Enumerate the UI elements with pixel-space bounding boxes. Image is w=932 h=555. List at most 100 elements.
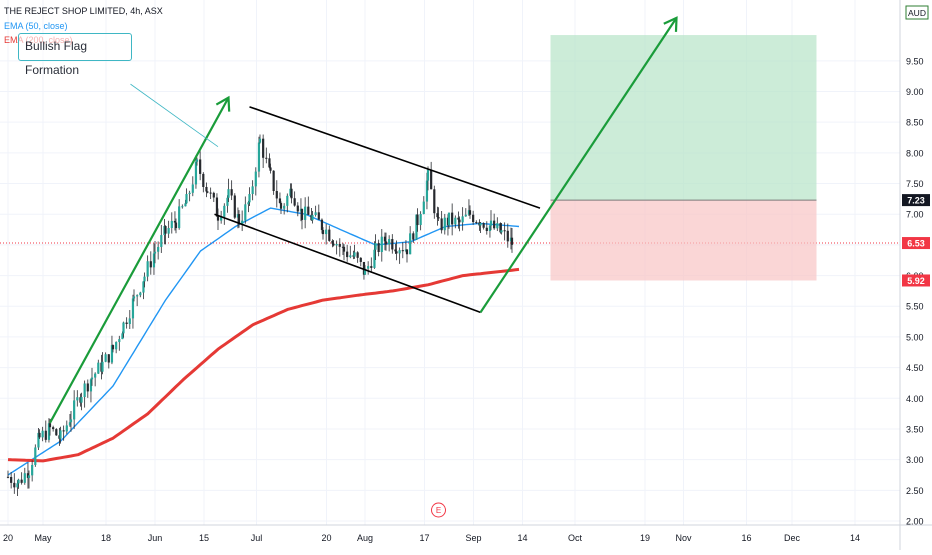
candle-body: [160, 235, 163, 247]
y-tick-label: 5.00: [906, 332, 924, 342]
candle-body: [185, 194, 188, 204]
candle-body: [244, 204, 247, 221]
candle-body: [416, 214, 419, 226]
candle-body: [132, 296, 136, 299]
x-tick-label: Dec: [784, 533, 801, 543]
candle-body: [395, 251, 398, 254]
candle-body: [451, 212, 454, 225]
x-tick-label: 16: [741, 533, 751, 543]
candle-body: [468, 210, 472, 215]
candle-body: [223, 205, 226, 217]
entry-price-tag: [902, 194, 930, 207]
candle-body: [80, 397, 83, 403]
candle-body: [506, 230, 509, 242]
candle-body: [178, 206, 181, 229]
candle-body: [125, 322, 128, 325]
y-tick-label: 2.00: [906, 517, 924, 527]
candle-body: [237, 214, 241, 225]
candle-body: [373, 249, 376, 268]
candle-body: [489, 220, 493, 226]
candle-body: [307, 206, 310, 215]
ema-fast-legend: EMA (50, close): [4, 21, 68, 31]
candle-body: [367, 266, 370, 269]
x-tick-label: 20: [3, 533, 13, 543]
candle-body: [191, 184, 194, 193]
y-tick-label: 3.50: [906, 424, 924, 434]
candle-body: [394, 249, 397, 252]
candle-body: [59, 430, 62, 439]
bullish-flag-callout[interactable]: Bullish Flag Formation: [18, 33, 132, 77]
candle-body: [205, 186, 208, 192]
candle-body: [65, 425, 68, 432]
candle-body: [23, 473, 26, 483]
candle-body: [328, 229, 331, 241]
candle-body: [27, 475, 31, 478]
ema-slow-line: [7, 267, 520, 463]
candle-body: [293, 198, 296, 206]
candle-body: [62, 430, 65, 432]
breakout-arrow-head: [663, 16, 678, 32]
stop-price-tag: [902, 274, 930, 287]
pole-arrow-head: [215, 95, 231, 112]
candle-body: [254, 171, 257, 187]
x-tick-label: 19: [640, 533, 650, 543]
y-tick-label: 8.50: [906, 118, 924, 128]
pole-arrow-line: [49, 97, 230, 424]
candle-body: [472, 214, 475, 223]
candle-body: [258, 138, 262, 143]
candle-body: [104, 354, 107, 362]
candle-body: [338, 243, 341, 247]
candle-body: [447, 212, 451, 226]
candle-body: [188, 192, 191, 195]
last-price-tag: [902, 237, 930, 250]
candle-body: [436, 213, 439, 218]
candle-body: [48, 423, 52, 428]
x-tick-label: May: [34, 533, 52, 543]
candle-body: [370, 266, 373, 268]
candle-body: [317, 212, 320, 220]
candle-body: [493, 220, 496, 229]
candle-body: [55, 429, 58, 436]
candle-body: [384, 241, 388, 245]
candle-body: [164, 226, 167, 234]
candle-body: [283, 205, 286, 209]
candle-body: [89, 379, 93, 392]
candle-body: [443, 217, 446, 231]
candle-body: [422, 201, 425, 215]
candle-body: [269, 167, 272, 171]
candle-body: [115, 342, 118, 350]
stop-zone: [550, 200, 817, 281]
candle-body: [20, 479, 23, 483]
candle-body: [174, 222, 178, 229]
x-tick-label: Jul: [251, 533, 263, 543]
candle-body: [83, 383, 86, 398]
stop-price-tag-text: 5.92: [907, 276, 925, 286]
candle-body: [464, 214, 467, 217]
candle-body: [247, 202, 250, 205]
candle-body: [510, 237, 514, 245]
y-tick-label: 2.50: [906, 486, 924, 496]
candle-body: [111, 345, 115, 350]
candle-body: [199, 159, 202, 174]
candle-body: [17, 479, 20, 484]
flag-lower-line: [214, 213, 481, 314]
candle-body: [76, 397, 79, 401]
candle-body: [94, 373, 97, 378]
candle-body: [362, 261, 366, 275]
candle-body: [401, 250, 404, 252]
candle-body: [107, 354, 110, 363]
candle-body: [383, 236, 387, 242]
candle-body: [6, 476, 10, 478]
y-tick-label: 3.00: [906, 455, 924, 465]
candle-body: [139, 292, 142, 296]
candle-body: [437, 217, 440, 219]
x-tick-label: 15: [199, 533, 209, 543]
x-tick-label: Aug: [357, 533, 373, 543]
candle-body: [499, 223, 502, 233]
candle-body: [479, 223, 482, 226]
candle-body: [110, 345, 114, 363]
candle-body: [433, 189, 436, 214]
candle-body: [500, 230, 503, 233]
